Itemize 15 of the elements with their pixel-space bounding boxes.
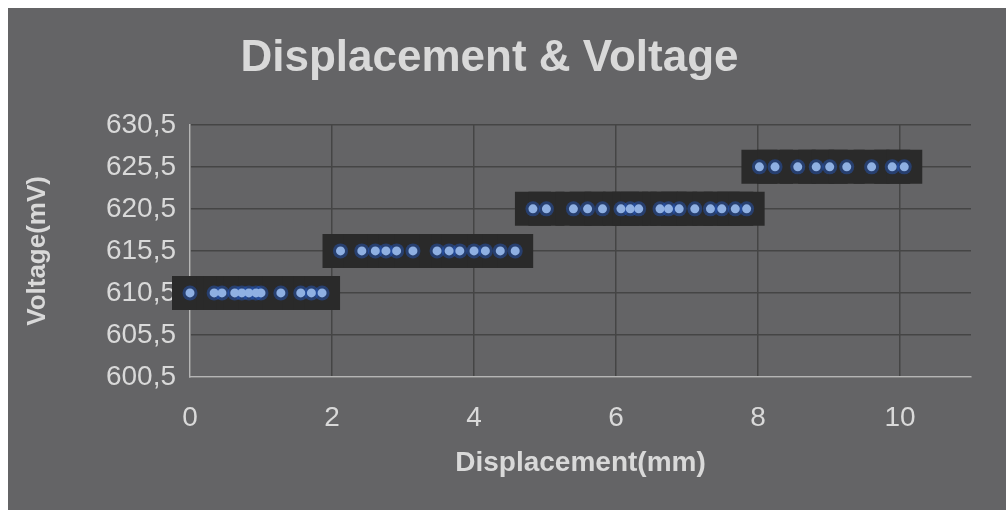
x-axis-title: Displacement(mm) (455, 445, 706, 477)
x-tick-label: 10 (884, 400, 916, 432)
y-tick-label: 625,5 (105, 149, 176, 181)
y-tick-label: 630,5 (105, 107, 176, 139)
y-axis-title: Voltage(mV) (20, 176, 51, 326)
x-tick-label: 4 (466, 400, 482, 432)
y-tick-label: 615,5 (105, 233, 176, 265)
chart-title: Displacement & Voltage (240, 30, 739, 80)
x-tick-label: 8 (750, 400, 766, 432)
x-tick-label: 6 (608, 400, 624, 432)
y-tick-label: 620,5 (105, 191, 176, 223)
x-tick-label: 0 (182, 400, 198, 432)
x-tick-label: 2 (324, 400, 340, 432)
y-tick-label: 605,5 (105, 317, 176, 349)
y-tick-label: 600,5 (105, 359, 176, 391)
